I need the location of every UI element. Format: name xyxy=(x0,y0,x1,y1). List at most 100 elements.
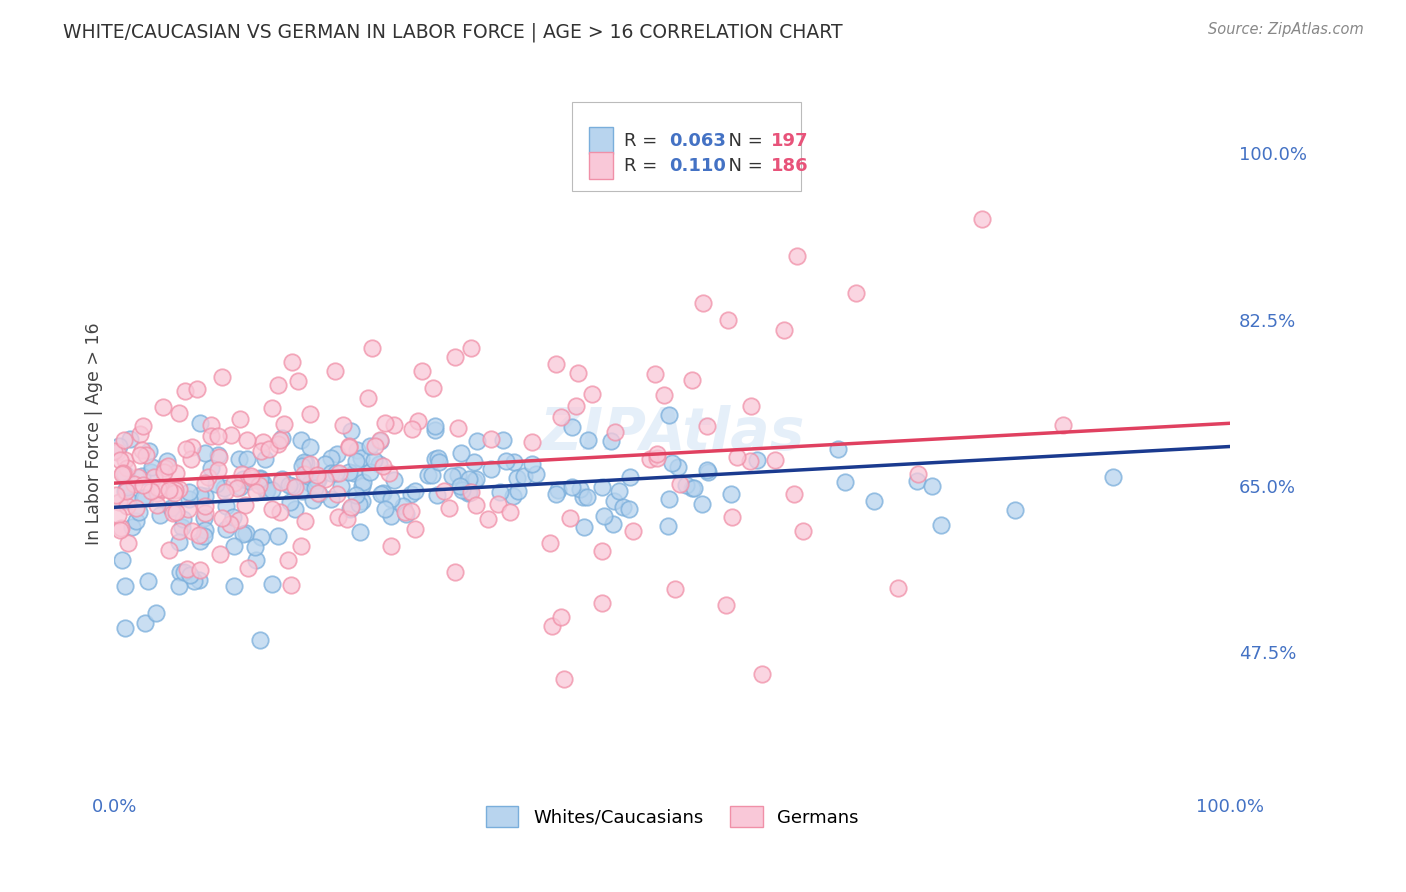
Point xyxy=(783,487,806,501)
Point xyxy=(395,507,418,521)
Point xyxy=(352,479,374,493)
Point xyxy=(499,505,522,519)
Point xyxy=(111,467,134,481)
Point xyxy=(284,480,307,494)
Point xyxy=(458,484,481,499)
Point xyxy=(290,433,312,447)
Text: 197: 197 xyxy=(770,132,808,150)
Point xyxy=(380,539,402,553)
Point xyxy=(330,479,353,493)
Point xyxy=(508,483,530,498)
Point xyxy=(105,445,128,459)
Point xyxy=(194,499,217,513)
Point xyxy=(110,553,132,567)
Point xyxy=(717,313,740,327)
Point xyxy=(321,466,343,480)
Point xyxy=(208,547,231,561)
Point xyxy=(145,606,167,620)
Point xyxy=(325,466,347,480)
Point xyxy=(207,448,229,462)
Point xyxy=(863,493,886,508)
Point xyxy=(845,285,868,300)
Point xyxy=(269,433,291,447)
Point xyxy=(591,480,613,494)
Point xyxy=(236,451,259,466)
Point xyxy=(346,442,368,457)
Point xyxy=(423,451,446,466)
Point xyxy=(278,495,301,509)
Point xyxy=(308,487,330,501)
Point xyxy=(450,446,472,460)
Point xyxy=(132,491,155,505)
Point xyxy=(222,510,245,524)
Point xyxy=(269,505,291,519)
Point xyxy=(188,488,211,502)
Point xyxy=(361,341,384,355)
Point xyxy=(644,368,666,382)
Point xyxy=(224,579,246,593)
Point xyxy=(167,482,190,496)
Point xyxy=(425,418,447,433)
Point xyxy=(357,392,380,406)
Point xyxy=(153,461,176,475)
Point xyxy=(228,513,250,527)
Point xyxy=(114,467,136,482)
Point xyxy=(115,461,138,475)
Point xyxy=(571,490,593,504)
Point xyxy=(243,540,266,554)
Point xyxy=(134,491,156,505)
Point xyxy=(921,479,943,493)
Point xyxy=(121,519,143,533)
Point xyxy=(307,467,329,482)
Point xyxy=(503,455,526,469)
Point xyxy=(658,492,681,507)
Point xyxy=(325,446,347,460)
Point xyxy=(592,508,614,523)
Point xyxy=(378,467,401,481)
Point xyxy=(301,493,323,508)
FancyBboxPatch shape xyxy=(572,103,800,192)
Point xyxy=(167,406,190,420)
Point xyxy=(207,463,229,477)
Point xyxy=(560,511,582,525)
Point xyxy=(141,459,163,474)
Point xyxy=(394,505,416,519)
Point xyxy=(772,323,794,337)
Y-axis label: In Labor Force | Age > 16: In Labor Force | Age > 16 xyxy=(86,322,103,545)
Point xyxy=(399,487,422,501)
Point xyxy=(495,454,517,468)
Text: R =: R = xyxy=(624,157,669,175)
Point xyxy=(299,475,322,490)
Point xyxy=(368,433,391,447)
Point xyxy=(763,453,786,467)
Point xyxy=(607,483,630,498)
Point xyxy=(200,417,222,432)
Text: R =: R = xyxy=(624,132,664,150)
Point xyxy=(572,520,595,534)
Point xyxy=(122,477,145,491)
Point xyxy=(299,440,322,454)
Point xyxy=(114,621,136,635)
Point xyxy=(127,470,149,484)
Point xyxy=(373,459,395,474)
Point xyxy=(124,514,146,528)
Point xyxy=(245,484,267,499)
Point xyxy=(236,560,259,574)
Point xyxy=(226,481,249,495)
Point xyxy=(200,460,222,475)
Point xyxy=(245,553,267,567)
Point xyxy=(638,452,661,467)
Point xyxy=(328,466,350,480)
Point xyxy=(349,524,371,539)
Point xyxy=(612,500,634,514)
Point xyxy=(194,475,217,490)
Point xyxy=(131,478,153,492)
Point xyxy=(129,427,152,442)
Point xyxy=(167,524,190,539)
Point xyxy=(188,416,211,430)
Point xyxy=(426,488,449,502)
Point xyxy=(451,483,474,498)
Point xyxy=(463,474,485,488)
Point xyxy=(180,451,202,466)
Point xyxy=(443,565,465,579)
